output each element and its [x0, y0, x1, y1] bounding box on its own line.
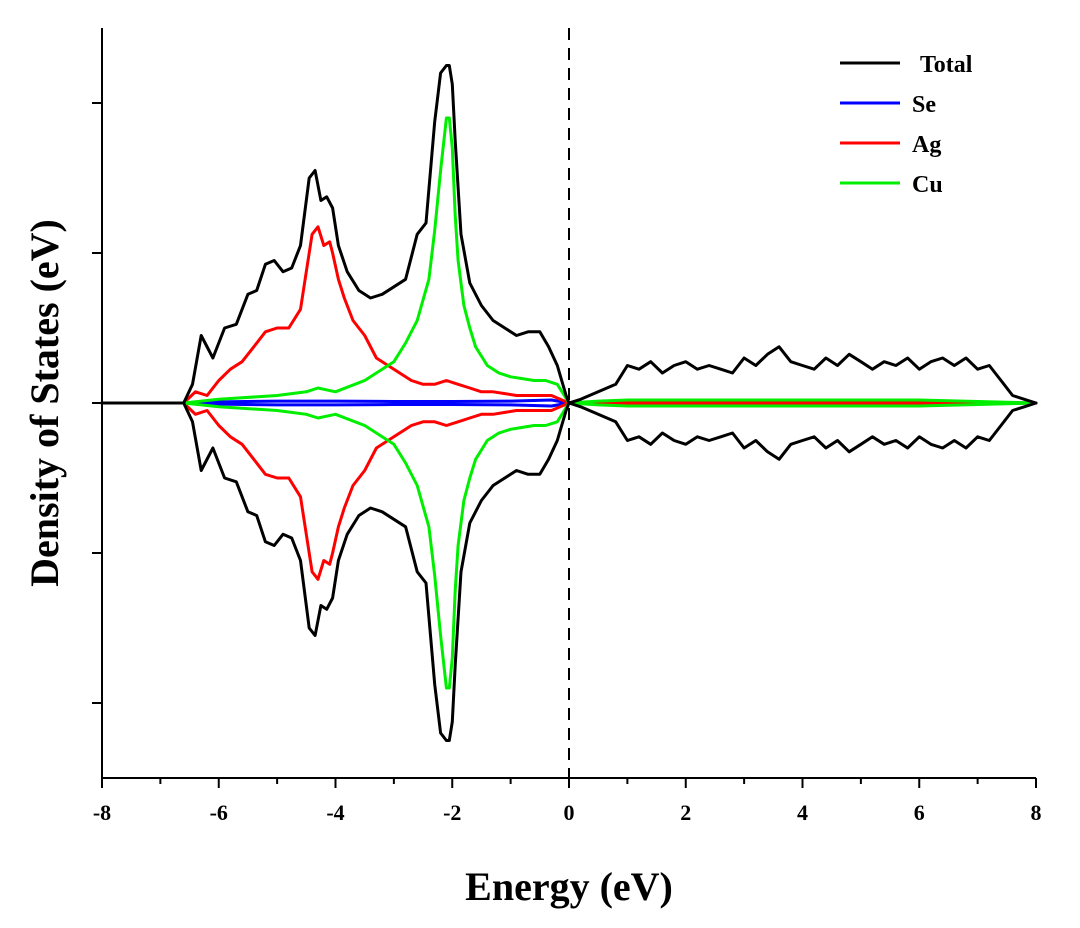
legend-label-ag: Ag [912, 132, 941, 158]
series-total-spin-up [100, 64, 1038, 405]
y-axis-title: Density of States (eV) [22, 219, 67, 587]
x-tick-label: -8 [93, 800, 111, 825]
x-tick-label: 8 [1031, 800, 1042, 825]
x-tick-label: 6 [914, 800, 925, 825]
x-tick-label: -6 [210, 800, 228, 825]
x-tick-label: -2 [443, 800, 461, 825]
x-tick-label: 2 [680, 800, 691, 825]
legend-label-total: Total [920, 52, 973, 78]
x-tick-label: 4 [797, 800, 808, 825]
series-total-spin-down [100, 401, 1038, 742]
x-tick-labels: -8 -6 -4 -2 0 2 4 6 8 [93, 800, 1042, 825]
legend: Total Se Ag Cu [840, 52, 973, 198]
x-tick-label: 0 [564, 800, 575, 825]
plot-series [100, 64, 1038, 742]
axes [92, 28, 1037, 788]
legend-label-cu: Cu [912, 172, 943, 198]
legend-label-se: Se [912, 92, 936, 118]
x-axis-title: Energy (eV) [465, 864, 673, 909]
x-tick-label: -4 [326, 800, 344, 825]
